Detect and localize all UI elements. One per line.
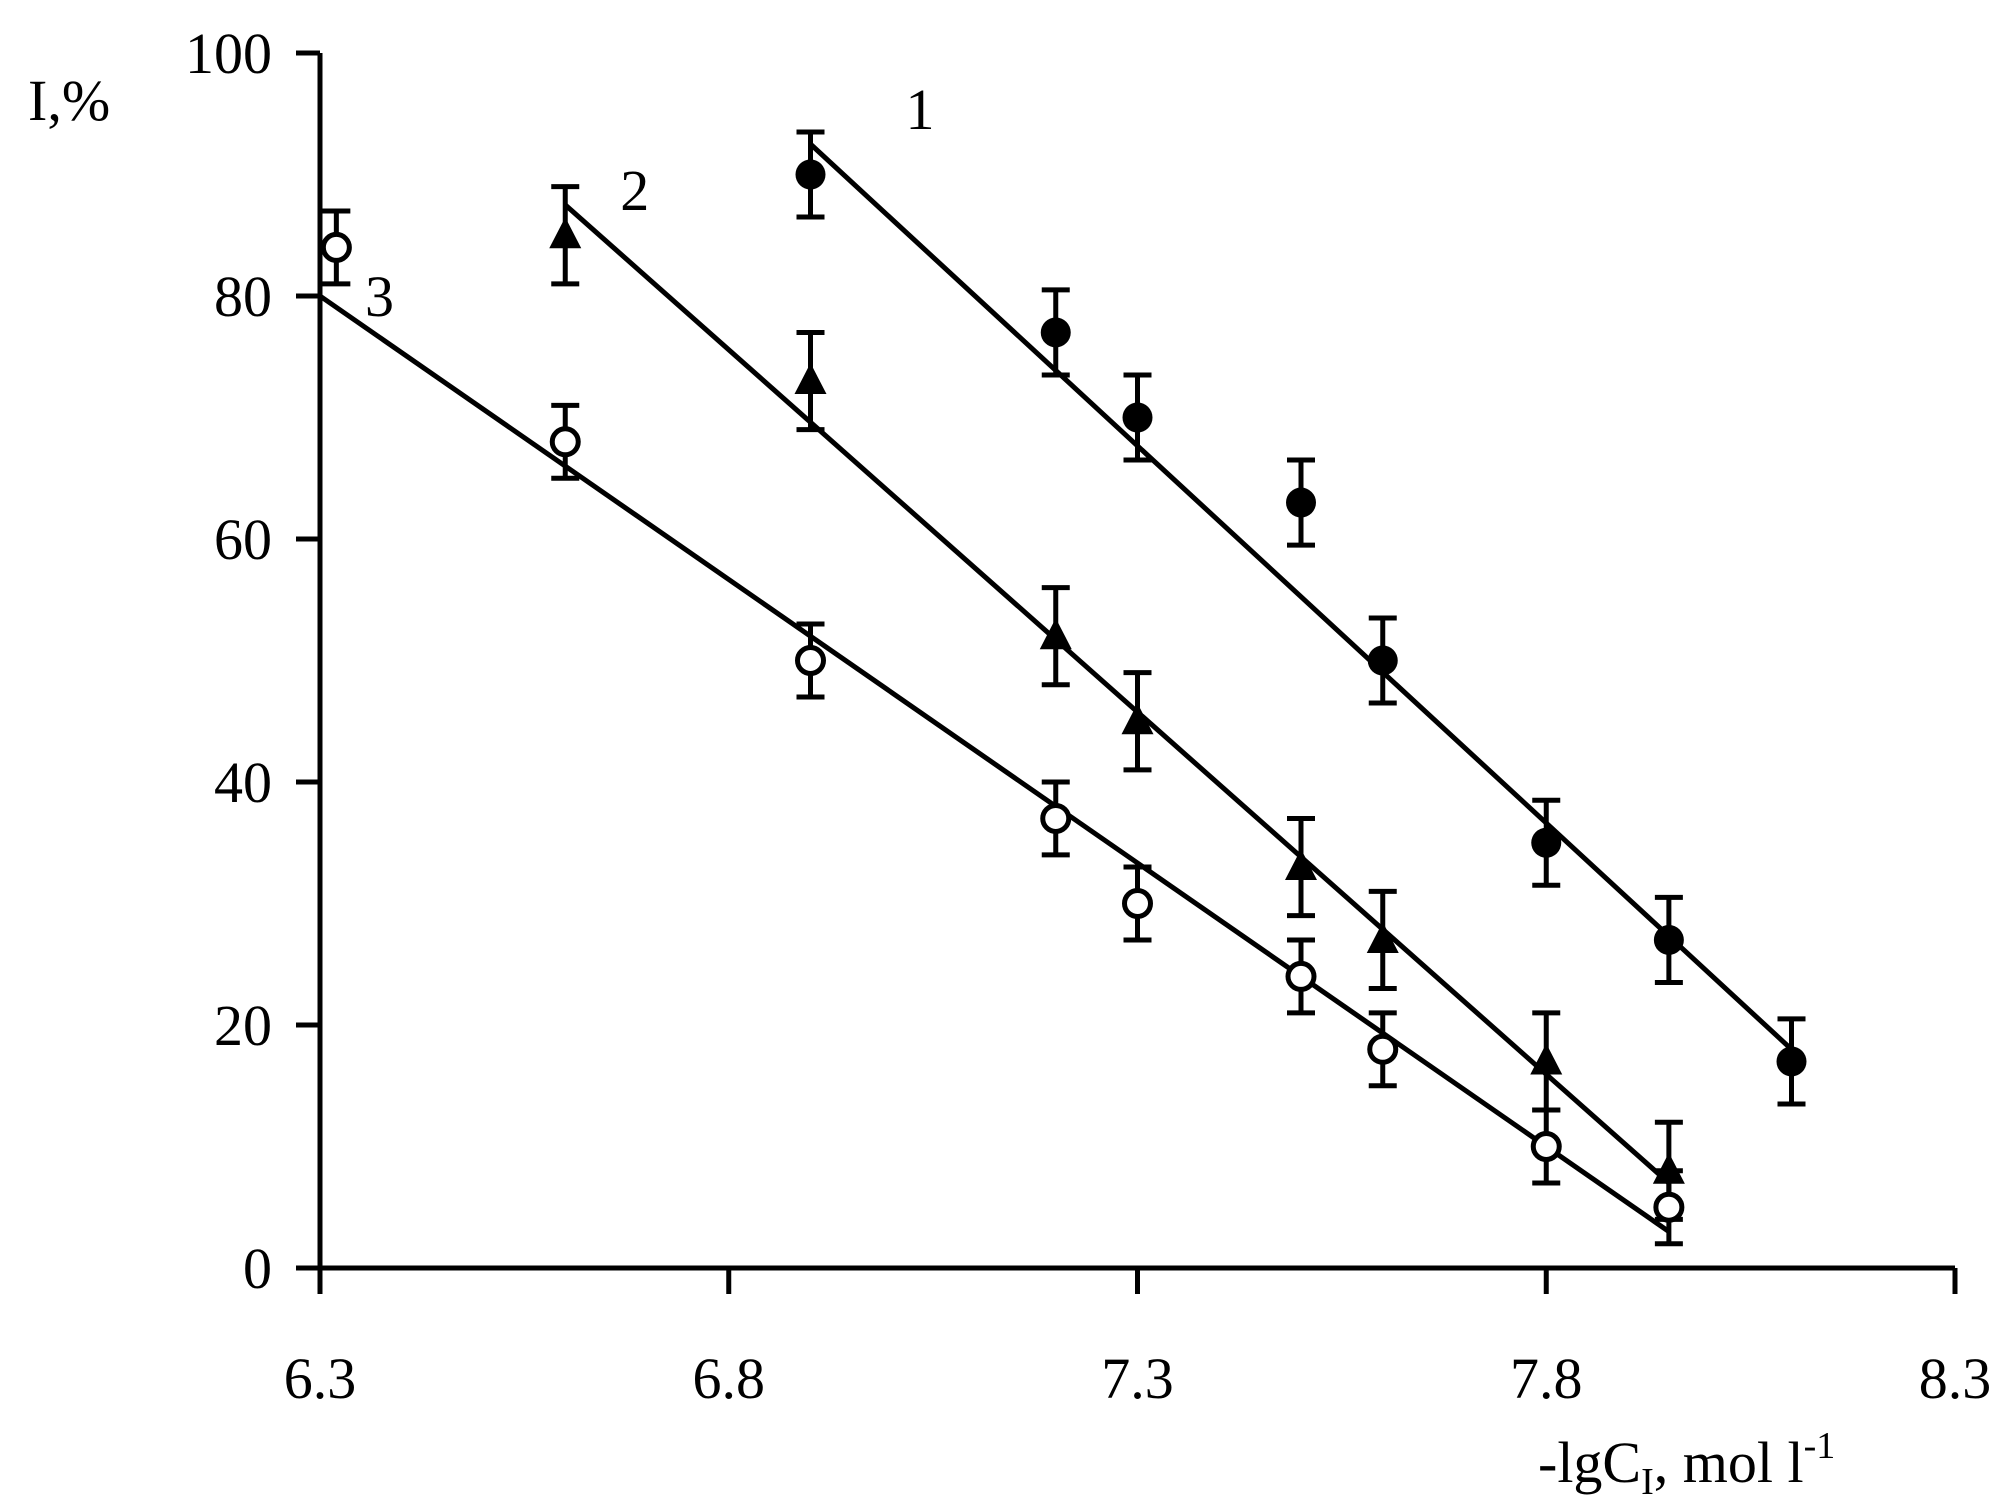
axes: 0 20 40 60 80 100 6.3 6.8 7.3 7.8 8.3 (185, 21, 1991, 1411)
x-axis-label-subscript: I (1641, 1461, 1654, 1502)
data-points (320, 129, 1807, 1247)
marker-filled-circle (1653, 924, 1684, 955)
marker-filled-circle (1531, 827, 1562, 858)
data-point-series-3 (1367, 1010, 1399, 1089)
x-axis-label-main: -lgC (1538, 1430, 1641, 1495)
marker-filled-triangle (794, 363, 827, 395)
series-label-3: 3 (365, 264, 394, 329)
data-point-series-1 (1122, 372, 1153, 463)
data-point-series-1 (1040, 287, 1071, 378)
series-label-2: 2 (620, 158, 649, 223)
data-point-series-2 (1039, 585, 1072, 688)
x-tick-label: 7.8 (1510, 1346, 1583, 1411)
data-point-series-2 (794, 329, 827, 433)
marker-open-circle (1040, 802, 1072, 834)
fit-lines (318, 142, 1794, 1234)
x-tick-label: 7.3 (1101, 1346, 1174, 1411)
data-point-series-3 (1285, 937, 1317, 1016)
data-point-series-3 (1040, 779, 1072, 858)
marker-filled-triangle (1366, 921, 1399, 953)
y-tick-label: 80 (214, 264, 272, 329)
fit-line-series-3 (318, 293, 1671, 1234)
marker-filled-circle (1122, 402, 1153, 433)
y-tick-label: 0 (243, 1236, 272, 1301)
data-point-series-3 (549, 402, 581, 481)
marker-open-circle (549, 426, 581, 458)
marker-filled-circle (795, 159, 826, 190)
data-point-series-2 (1285, 815, 1317, 919)
data-point-series-3 (1530, 1107, 1562, 1186)
marker-open-circle (1285, 960, 1317, 992)
series-label-1: 1 (906, 77, 935, 142)
data-point-series-2 (1366, 888, 1399, 992)
data-point-series-1 (1531, 797, 1562, 888)
marker-filled-circle (1286, 487, 1316, 518)
x-axis-label-unit: , mol l (1654, 1430, 1804, 1495)
data-point-series-1 (1776, 1016, 1807, 1107)
data-point-series-3 (795, 621, 826, 700)
marker-filled-circle (1367, 645, 1398, 676)
data-point-series-1 (1653, 894, 1684, 985)
marker-filled-triangle (1285, 849, 1317, 881)
x-axis-label-superscript: -1 (1804, 1425, 1836, 1467)
data-point-series-2 (549, 184, 582, 287)
marker-filled-triangle (1039, 618, 1072, 650)
marker-filled-triangle (1530, 1043, 1563, 1075)
data-point-series-1 (1367, 615, 1398, 706)
y-tick-label: 40 (214, 750, 272, 815)
data-point-series-1 (795, 129, 826, 220)
x-tick-label: 6.3 (284, 1346, 357, 1411)
x-tick-label: 6.8 (693, 1346, 766, 1411)
marker-open-circle (795, 645, 826, 676)
y-tick-label: 100 (185, 21, 272, 86)
data-point-series-2 (1121, 670, 1154, 773)
data-point-series-3 (1653, 1168, 1685, 1247)
marker-open-circle (320, 231, 352, 263)
data-point-series-3 (1122, 864, 1153, 943)
data-point-series-3 (320, 208, 352, 287)
y-tick-label: 60 (214, 507, 272, 572)
marker-filled-circle (1776, 1046, 1807, 1077)
series-labels: 1 2 3 (365, 77, 935, 329)
marker-filled-triangle (1121, 703, 1154, 735)
marker-open-circle (1530, 1131, 1562, 1162)
data-point-series-1 (1286, 457, 1316, 548)
x-tick-label: 8.3 (1919, 1346, 1992, 1411)
y-axis-label: I,% (28, 68, 110, 133)
y-tick-label: 20 (214, 993, 272, 1058)
fit-line-series-2 (563, 203, 1671, 1185)
marker-filled-triangle (549, 217, 582, 249)
marker-open-circle (1367, 1033, 1399, 1065)
fit-line-series-1 (808, 142, 1794, 1052)
marker-filled-circle (1040, 317, 1071, 348)
marker-open-circle (1122, 888, 1153, 919)
x-axis-label: -lgCI, mol l-1 (1538, 1425, 1835, 1502)
marker-open-circle (1653, 1191, 1685, 1223)
